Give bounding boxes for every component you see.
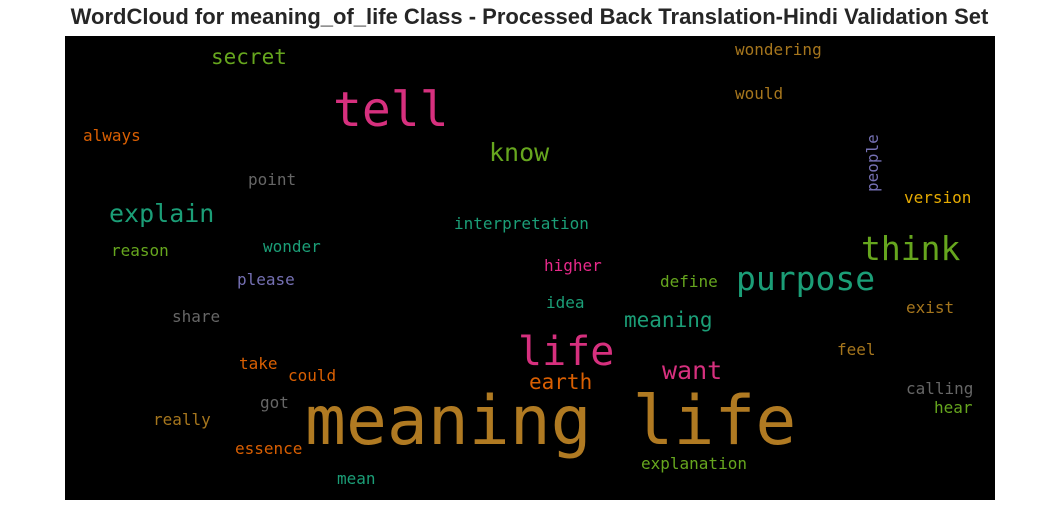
word-people: people	[863, 134, 882, 192]
word-version: version	[904, 188, 972, 207]
word-explanation: explanation	[641, 454, 747, 473]
word-secret: secret	[211, 45, 287, 69]
word-higher: higher	[544, 256, 602, 275]
word-meaning: meaning	[624, 308, 713, 332]
word-point: point	[248, 170, 297, 189]
word-wondering: wondering	[735, 40, 822, 59]
word-idea: idea	[546, 293, 585, 312]
word-take: take	[239, 354, 278, 373]
word-share: share	[172, 307, 221, 326]
word-purpose: purpose	[736, 259, 876, 298]
word-life: life	[518, 329, 615, 375]
word-meaning-life: meaning life	[305, 382, 797, 461]
word-got: got	[260, 393, 289, 412]
word-exist: exist	[906, 298, 955, 317]
word-cloud-canvas: meaning life tell life purpose think kno…	[65, 36, 995, 500]
word-essence: essence	[235, 439, 303, 458]
word-feel: feel	[837, 340, 876, 359]
word-calling: calling	[906, 379, 974, 398]
word-really: really	[153, 410, 211, 429]
word-explain: explain	[109, 199, 215, 228]
word-always: always	[83, 126, 141, 145]
word-tell: tell	[333, 82, 449, 138]
word-would: would	[735, 84, 784, 103]
word-hear: hear	[934, 398, 973, 417]
word-interpretation: interpretation	[454, 214, 589, 233]
figure-title: WordCloud for meaning_of_life Class - Pr…	[70, 4, 989, 29]
word-think: think	[861, 229, 961, 268]
word-reason: reason	[111, 241, 169, 260]
word-could: could	[288, 366, 337, 385]
word-please: please	[237, 270, 295, 289]
word-wonder: wonder	[263, 237, 321, 256]
word-mean: mean	[337, 469, 376, 488]
word-know: know	[489, 138, 550, 167]
word-want: want	[662, 356, 723, 385]
word-earth: earth	[529, 370, 593, 394]
word-define: define	[660, 272, 718, 291]
